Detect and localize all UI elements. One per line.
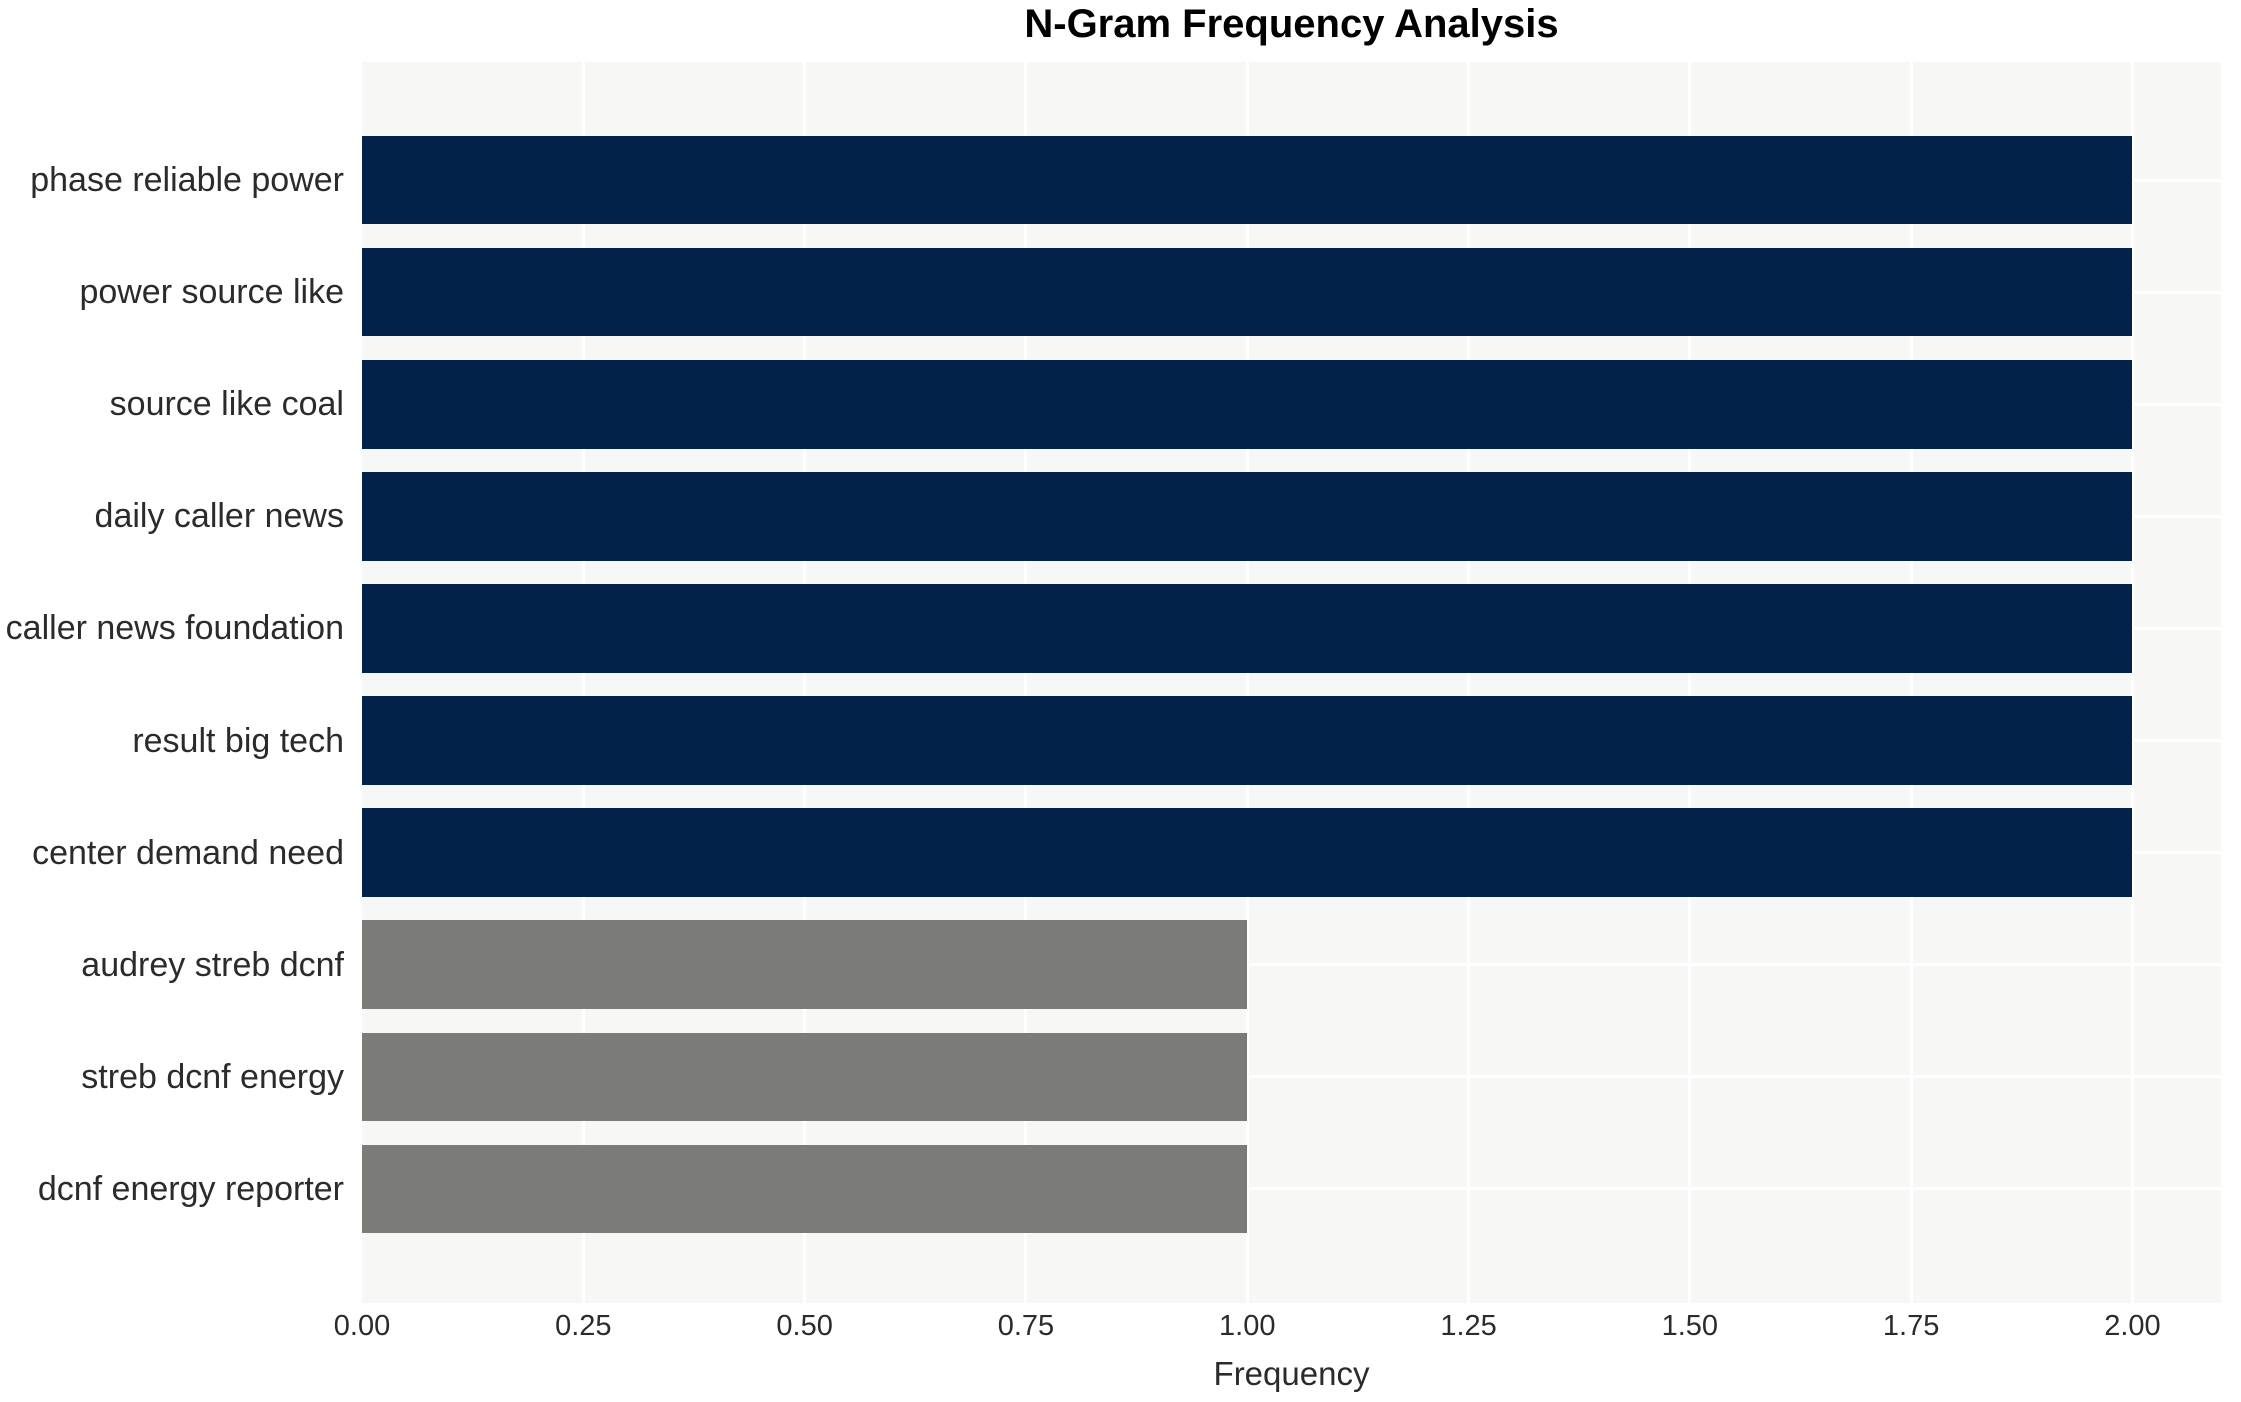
y-tick-label: phase reliable power (30, 161, 344, 200)
x-tick-label: 0.25 (555, 1310, 612, 1342)
x-tick-label: 1.50 (1661, 1310, 1719, 1342)
y-tick-label: result big tech (132, 721, 344, 760)
x-tick-label: 2.00 (2104, 1310, 2161, 1342)
bar-row (362, 684, 2221, 796)
gridline-x-0.25 (581, 62, 585, 1303)
y-tick-row: streb dcnf energy (0, 1021, 344, 1133)
gridline-y (362, 1187, 2221, 1191)
gridline-x-1.5 (1688, 62, 1692, 1303)
x-tick-label: 0.00 (333, 1310, 391, 1342)
gridline-x-2 (2130, 62, 2134, 1303)
x-axis-label: Frequency (1213, 1355, 1370, 1392)
x-axis-ticks: 0.00 0.25 0.50 0.75 1.00 1.25 1.50 1.75 2.00 (334, 1310, 2221, 1350)
y-axis: phase reliable power power source like sou… (0, 62, 344, 1303)
gridline-x-0.75 (1024, 62, 1028, 1303)
bar-row (362, 909, 2221, 1021)
y-tick-label: center demand need (32, 833, 344, 872)
y-tick-row: dcnf energy reporter (0, 1133, 344, 1245)
bar-phase-reliable-power (362, 135, 2133, 225)
gridline-x-0.5 (803, 62, 807, 1303)
x-tick-label: 0.50 (776, 1310, 833, 1342)
y-tick-label: power source like (79, 273, 344, 312)
chart-title: N-Gram Frequency Analysis (1024, 2, 1559, 46)
bar-center-demand-need (362, 808, 2133, 897)
y-tick-label: streb dcnf energy (81, 1057, 344, 1096)
bar-row (362, 572, 2221, 684)
bar-row (362, 460, 2221, 572)
gridline-y (362, 1075, 2221, 1079)
bar-row (362, 124, 2221, 236)
y-tick-row: center demand need (0, 797, 344, 909)
y-tick-row: phase reliable power (0, 124, 344, 236)
bar-caller-news-foundation (362, 584, 2133, 673)
y-tick-label: audrey streb dcnf (81, 945, 344, 984)
y-tick-row: caller news foundation (0, 572, 344, 684)
bar-row (362, 797, 2221, 909)
y-tick-label: dcnf energy reporter (37, 1169, 344, 1208)
x-tick-label: 1.75 (1882, 1310, 1940, 1342)
bar-rows (362, 62, 2221, 1303)
bar-row (362, 1021, 2221, 1133)
x-tick-label: 0.75 (997, 1310, 1055, 1342)
bar-source-like-coal (362, 359, 2133, 449)
gridline-x-1 (1245, 62, 1249, 1303)
y-axis-labels: phase reliable power power source like sou… (0, 62, 344, 1303)
bar-audrey-streb-dcnf (362, 920, 1248, 1009)
y-tick-label: source like coal (109, 385, 344, 424)
x-tick-label: 1.00 (1219, 1310, 1276, 1342)
bar-power-source-like (362, 247, 2133, 337)
y-tick-row: result big tech (0, 684, 344, 796)
gridline-x-1.25 (1467, 62, 1471, 1303)
bar-row (362, 348, 2221, 460)
gridline-y (362, 963, 2221, 967)
plot-area (362, 62, 2221, 1303)
bar-row (362, 1133, 2221, 1245)
bar-daily-caller-news (362, 472, 2133, 561)
x-tick-label: 1.25 (1440, 1310, 1497, 1342)
y-tick-label: daily caller news (94, 497, 344, 536)
bar-result-big-tech (362, 696, 2133, 785)
y-tick-row: power source like (0, 236, 344, 348)
bar-row (362, 236, 2221, 348)
bar-dcnf-energy-reporter (362, 1144, 1248, 1234)
y-tick-label: caller news foundation (5, 609, 344, 648)
y-tick-row: audrey streb dcnf (0, 909, 344, 1021)
bar-streb-dcnf-energy (362, 1032, 1248, 1122)
gridline-x-1.75 (1909, 62, 1913, 1303)
y-tick-row: source like coal (0, 348, 344, 460)
y-tick-row: daily caller news (0, 460, 344, 572)
